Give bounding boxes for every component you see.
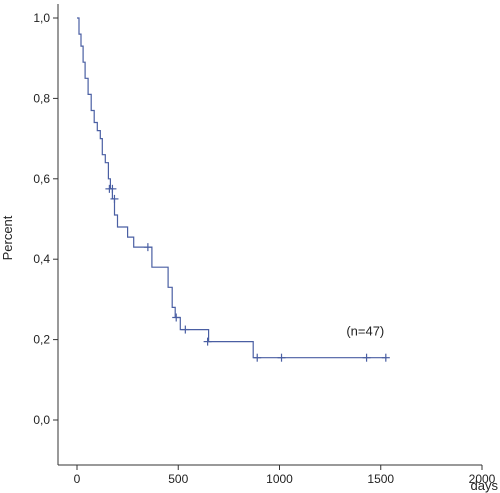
y-tick-label: 1,0: [33, 11, 50, 25]
y-tick-label: 0,6: [33, 172, 50, 186]
x-axis-title: days: [471, 478, 499, 493]
censor-mark: [253, 353, 262, 362]
survival-step-line: [77, 17, 387, 359]
x-tick-label: 500: [168, 472, 188, 486]
axes: [57, 4, 482, 466]
annotations: (n=47): [346, 324, 384, 339]
series: [77, 17, 390, 362]
y-axis-title: Percent: [0, 215, 15, 260]
censor-mark: [277, 353, 286, 362]
censor-mark: [172, 313, 181, 322]
sample-size-annotation: (n=47): [346, 324, 384, 339]
censor-mark: [381, 353, 390, 362]
y-tick-label: 0,8: [33, 91, 50, 105]
y-tick-label: 0,0: [33, 413, 50, 427]
y-tick-label: 0,2: [33, 333, 50, 347]
censor-mark: [143, 243, 152, 252]
ticks: 0,0 0,2 0,4 0,6 0,8 1,0 0 500 1000 1500 2000: [33, 11, 495, 486]
censor-mark: [110, 194, 119, 203]
censor-mark: [181, 325, 190, 334]
x-tick-label: 2000: [469, 472, 496, 486]
labels: Percent days: [0, 215, 498, 493]
censor-mark: [362, 353, 371, 362]
censor-mark: [108, 184, 117, 193]
x-tick-label: 1000: [266, 472, 293, 486]
x-tick-label: 0: [74, 472, 81, 486]
y-tick-label: 0,4: [33, 252, 50, 266]
x-tick-label: 1500: [367, 472, 394, 486]
censor-mark: [203, 337, 212, 346]
